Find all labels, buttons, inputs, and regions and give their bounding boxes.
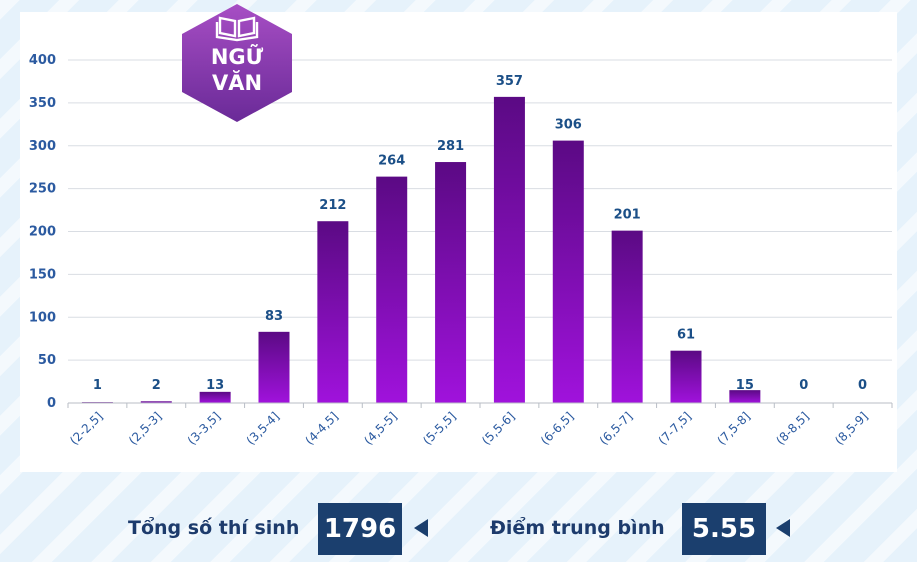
x-tick-label: (4,5-5] [361, 409, 399, 447]
data-label: 201 [614, 208, 641, 223]
x-tick-label: (6-6,5] [538, 409, 576, 447]
data-label: 212 [319, 198, 346, 213]
book-icon [215, 16, 259, 42]
y-tick-label: 150 [29, 267, 56, 282]
x-tick-label: (7-7,5] [656, 409, 694, 447]
y-tick-label: 50 [38, 353, 56, 368]
data-label: 281 [437, 139, 464, 154]
badge-line-2: VĂN [211, 71, 263, 95]
data-label: 1 [93, 378, 102, 393]
y-tick-label: 350 [29, 96, 56, 111]
average-arrow-icon [776, 519, 790, 537]
badge-line-1: NGỮ [210, 45, 264, 69]
average-score-label: Điểm trung bình [490, 517, 665, 539]
total-arrow-icon [414, 519, 428, 537]
bar [199, 391, 231, 403]
average-score-value: 5.55 [682, 503, 766, 555]
x-tick-label: (4-4,5] [302, 409, 340, 447]
data-label: 61 [677, 328, 695, 343]
x-tick-label: (2-2,5] [67, 409, 105, 447]
x-tick-label: (5,5-6] [479, 409, 517, 447]
total-candidates-label: Tổng số thí sinh [128, 517, 300, 539]
data-label: 13 [206, 378, 224, 393]
bar [140, 401, 172, 403]
data-label: 0 [799, 378, 808, 393]
y-tick-label: 250 [29, 182, 56, 197]
x-tick-label: (7,5-8] [714, 409, 752, 447]
y-tick-label: 100 [29, 310, 56, 325]
x-tick-label: (8,5-9] [832, 409, 870, 447]
x-tick-label: (3,5-4] [244, 409, 282, 447]
x-tick-label: (2,5-3] [126, 409, 164, 447]
bar [670, 350, 702, 403]
data-label: 2 [152, 378, 161, 393]
data-label: 306 [555, 118, 582, 133]
y-tick-label: 200 [29, 225, 56, 240]
x-tick-label: (5-5,5] [420, 409, 458, 447]
bar [258, 331, 290, 403]
x-tick-label: (6,5-7] [597, 409, 635, 447]
y-tick-label: 300 [29, 139, 56, 154]
data-label: 357 [496, 74, 523, 89]
bar [552, 140, 584, 404]
data-label: 264 [378, 154, 405, 169]
x-tick-label: (3-3,5] [185, 409, 223, 447]
subject-badge: NGỮ VĂN [180, 2, 294, 124]
data-label: 15 [736, 378, 754, 393]
bar [493, 96, 525, 403]
data-label: 0 [858, 378, 867, 393]
total-candidates-value: 1796 [318, 503, 402, 555]
bar [435, 162, 467, 403]
bar [376, 176, 408, 403]
y-tick-label: 400 [29, 53, 56, 68]
y-tick-label: 0 [47, 396, 56, 411]
bar [611, 230, 643, 403]
bar [729, 390, 761, 403]
chart-panel: 1 2 13 83 212 264 281 357 306 201 61 15 0 0 0 50 100 150… [20, 12, 897, 472]
x-tick-label: (8-8,5] [773, 409, 811, 447]
data-label: 83 [265, 309, 283, 324]
bar [317, 221, 349, 403]
